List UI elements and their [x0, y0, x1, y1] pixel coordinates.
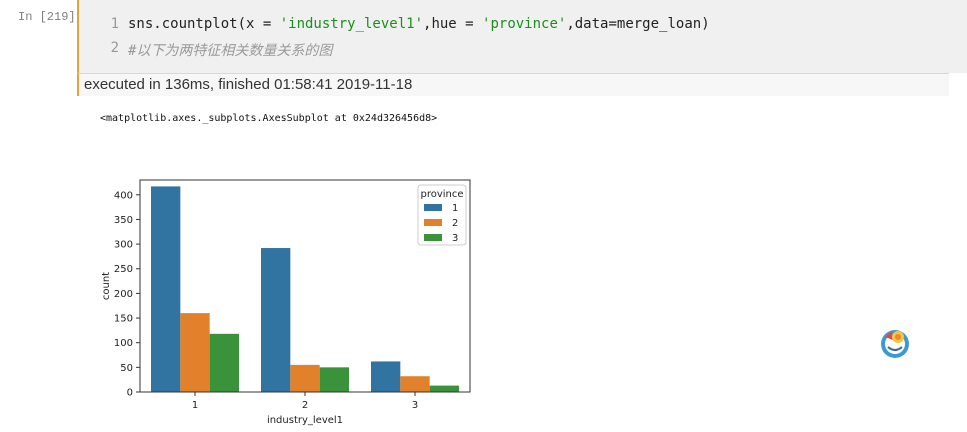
countplot-chart: 0 50 100 150 200 250 300 350 400 1 2 3 industry_leve…: [101, 179, 471, 426]
code-comment[interactable]: #以下为两特征相关数量关系的图: [128, 43, 333, 59]
y-tick-label: 100: [114, 338, 133, 349]
y-axis-label: count: [101, 272, 112, 300]
x-tick-label: 2: [302, 400, 308, 411]
bar: [319, 367, 349, 392]
code-line-1[interactable]: sns.countplot(x = 'industry_level1',hue …: [128, 16, 710, 32]
legend-label: 1: [452, 203, 458, 214]
legend-swatch: [424, 234, 442, 241]
y-tick-label: 400: [114, 190, 133, 201]
y-tick-label: 50: [120, 363, 133, 374]
legend-box: [417, 184, 467, 246]
sushi-plate-icon-graphic: [881, 330, 909, 358]
y-tick-label: 0: [127, 388, 133, 399]
line-number: 2: [110, 40, 119, 56]
legend-label: 3: [452, 233, 458, 244]
y-tick-label: 300: [114, 240, 133, 251]
code-string: 'province': [482, 16, 567, 32]
bar: [371, 361, 401, 392]
legend-title: province: [420, 189, 463, 200]
code-token: ,data=merge_loan): [566, 16, 710, 32]
y-tick-label: 150: [114, 314, 133, 325]
code-editor[interactable]: 1 2 sns.countplot(x = 'industry_level1',…: [77, 0, 967, 73]
code-string: 'industry_level1': [279, 16, 424, 32]
x-tick-label: 3: [412, 400, 418, 411]
bar: [400, 376, 430, 392]
legend-swatch: [424, 219, 442, 226]
legend-label: 2: [452, 218, 458, 229]
output-repr: <matplotlib.axes._subplots.AxesSubplot a…: [100, 113, 438, 124]
y-tick-label: 350: [114, 215, 133, 226]
code-token: ,hue =: [423, 16, 483, 32]
y-tick-label: 250: [114, 264, 133, 275]
code-token: sns.countplot(x =: [128, 16, 280, 32]
bar: [261, 248, 291, 392]
bar: [209, 333, 239, 392]
bar: [180, 313, 210, 392]
line-number: 1: [110, 16, 119, 32]
legend-swatch: [424, 204, 442, 211]
bar: [429, 385, 459, 392]
x-tick-label: 1: [192, 400, 198, 411]
code-cell[interactable]: In [219]: 1 2 sns.countplot(x = 'industr…: [0, 0, 967, 96]
sushi-plate-icon[interactable]: [879, 327, 911, 359]
x-axis-label: industry_level1: [267, 415, 343, 426]
bar: [151, 186, 181, 392]
bar: [290, 364, 320, 392]
execution-status-text: executed in 136ms, finished 01:58:41 201…: [84, 76, 413, 93]
execution-status-bar: executed in 136ms, finished 01:58:41 201…: [77, 73, 949, 96]
y-tick-label: 200: [114, 289, 133, 300]
cell-prompt: In [219]:: [18, 10, 83, 24]
